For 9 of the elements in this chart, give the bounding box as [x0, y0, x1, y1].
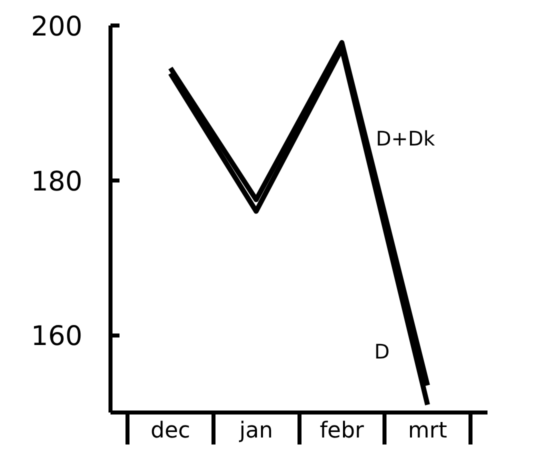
y-tick-label: 200 [30, 12, 83, 42]
x-tick-label: jan [238, 418, 273, 444]
x-tick-label: mrt [408, 418, 448, 444]
x-tick-label: febr [320, 418, 365, 444]
x-tick-label: dec [150, 418, 190, 444]
series-label: D [374, 339, 390, 364]
y-tick-label: 180 [30, 166, 83, 198]
series-label: D+Dk [376, 126, 436, 151]
y-tick-label: 160 [30, 321, 83, 352]
